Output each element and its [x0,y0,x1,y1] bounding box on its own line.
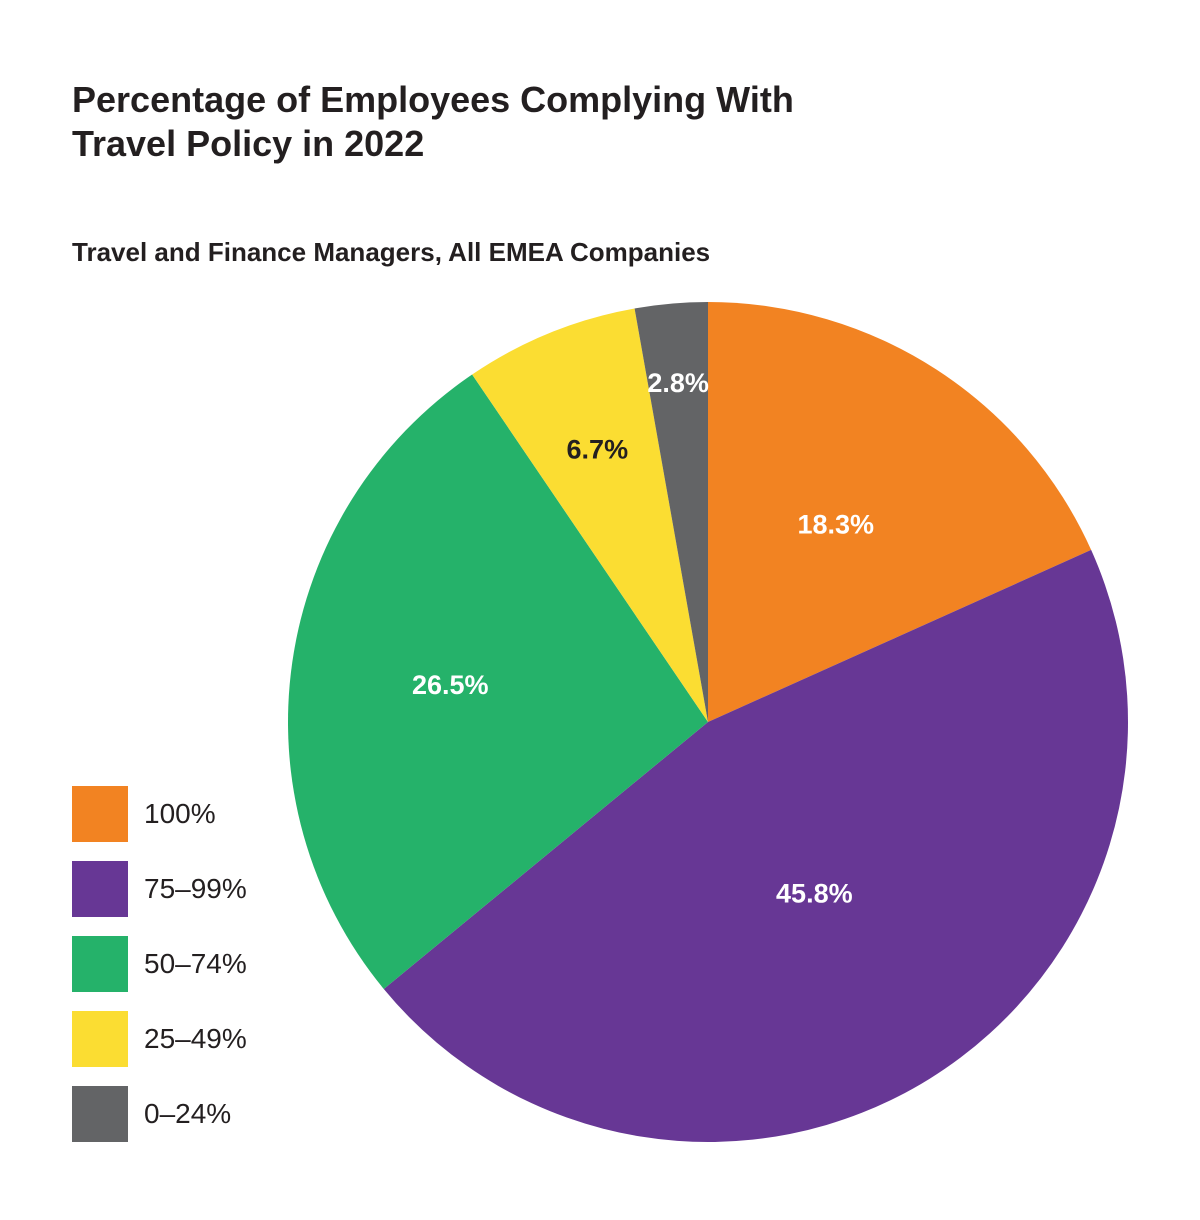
legend-swatch-2 [72,861,128,917]
legend-item-5: 0–24% [72,1086,247,1142]
legend-item-3: 50–74% [72,936,247,992]
pie-slice-4 [472,308,708,722]
pie-slice-label-4: 6.7% [567,435,629,465]
chart-subtitle: Travel and Finance Managers, All EMEA Co… [72,237,711,267]
pie-slice-label-3: 26.5% [412,670,489,700]
legend-label-4: 25–49% [144,1023,247,1054]
chart-title: Percentage of Employees Complying With T… [72,78,972,166]
chart-title-line-2: Travel Policy in 2022 [72,123,425,164]
pie-slice-label-2: 45.8% [776,878,853,908]
pie-slice-5 [634,302,708,722]
legend-swatch-3 [72,936,128,992]
legend-label-5: 0–24% [144,1098,232,1129]
pie-slice-2 [383,549,1129,1142]
pie-slice-3 [288,374,708,989]
legend-label-1: 100% [144,798,216,829]
legend-label-2: 75–99% [144,873,247,904]
pie-slices [288,302,1129,1142]
legend-swatch-5 [72,1086,128,1142]
legend-item-1: 100% [72,786,247,842]
legend-item-4: 25–49% [72,1011,247,1067]
legend: 100% 75–99% 50–74% 25–49% 0–24% [72,786,247,1161]
legend-label-3: 50–74% [144,948,247,979]
legend-item-2: 75–99% [72,861,247,917]
chart-title-line-1: Percentage of Employees Complying With [72,79,794,120]
pie-slice-labels: 18.3% 45.8% 26.5% 6.7% 2.8% [412,368,874,908]
pie-slice-label-5: 2.8% [647,368,709,398]
pie-slice-1 [708,302,1092,722]
pie-slice-label-1: 18.3% [797,510,874,540]
legend-swatch-4 [72,1011,128,1067]
legend-swatch-1 [72,786,128,842]
